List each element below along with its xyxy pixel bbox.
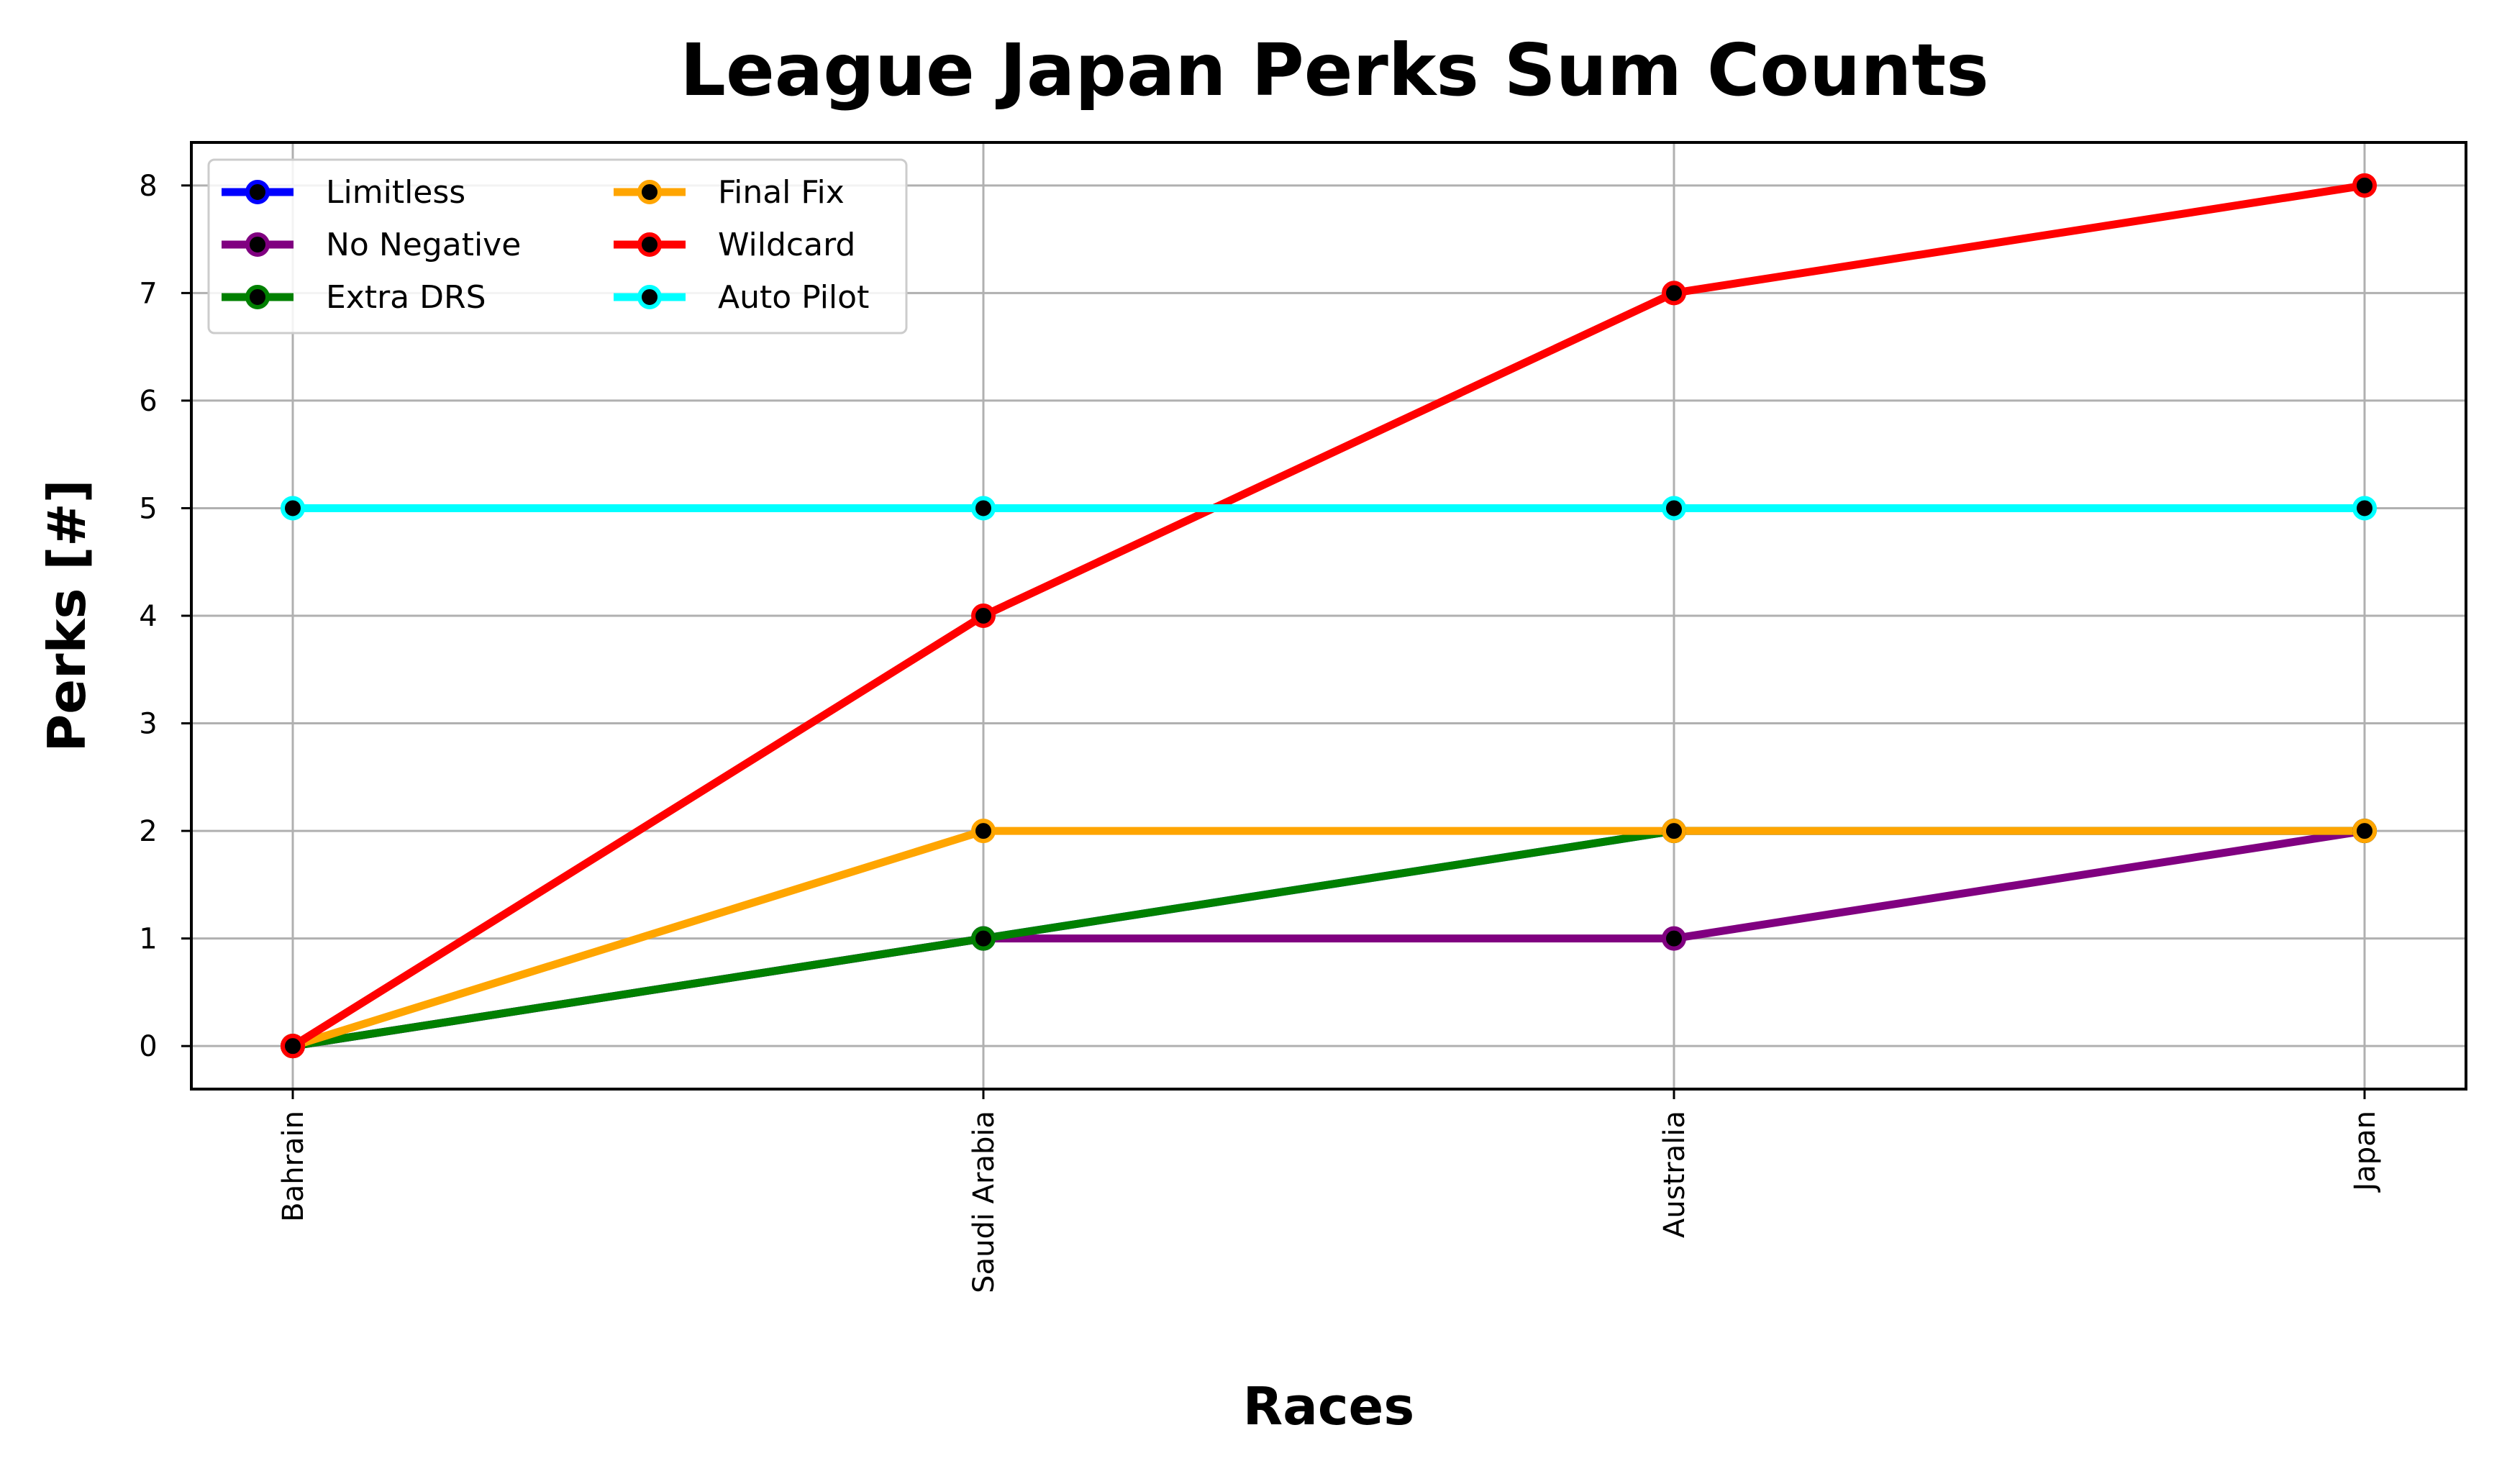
legend-label: Auto Pilot: [718, 279, 869, 316]
y-tick-label: 3: [139, 708, 157, 741]
series-markers: [281, 173, 2377, 1059]
y-tick-label: 8: [139, 170, 157, 203]
legend-label: Extra DRS: [326, 279, 486, 316]
legend: Limitless No Negative Extra DRS Final Fix Wi…: [207, 158, 908, 334]
legend-marker: [637, 285, 662, 309]
legend-item: Extra DRS: [222, 279, 486, 316]
series-line-wildcard: [291, 181, 2365, 1050]
legend-label: No Negative: [326, 227, 521, 263]
legend-marker: [637, 232, 662, 257]
data-point-auto-pilot: [971, 496, 996, 521]
y-tick-label: 5: [139, 492, 157, 525]
data-point-final-fix: [971, 819, 996, 844]
data-point-auto-pilot: [2352, 496, 2377, 521]
y-axis-label: Perks [#]: [37, 479, 97, 752]
data-point-wildcard: [281, 1034, 305, 1059]
legend-item: Limitless: [222, 174, 465, 211]
legend-marker: [245, 232, 270, 257]
x-tick-label: Japan: [2349, 1111, 2382, 1193]
y-tick-label: 7: [139, 277, 157, 310]
legend-item: Wildcard: [614, 227, 855, 263]
legend-item: Auto Pilot: [614, 279, 869, 316]
chart-title: League Japan Perks Sum Counts: [680, 28, 1988, 112]
legend-box: [207, 158, 908, 334]
data-point-wildcard: [1662, 281, 1686, 306]
data-point-final-fix: [1662, 819, 1686, 844]
data-point-wildcard: [2352, 173, 2377, 198]
legend-marker: [245, 180, 270, 204]
y-tick-label: 2: [139, 815, 157, 848]
x-axis-label: Races: [1243, 1376, 1414, 1437]
series-line-final-fix: [291, 827, 2365, 1050]
y-tick-label: 0: [139, 1030, 157, 1063]
data-point-no-negative: [1662, 926, 1686, 951]
series-lines: [291, 181, 2365, 1050]
legend-label: Wildcard: [718, 227, 855, 263]
legend-marker: [637, 180, 662, 204]
y-tick-label: 4: [139, 600, 157, 633]
y-tick-label: 6: [139, 385, 157, 418]
data-point-extra-drs: [971, 926, 996, 951]
legend-label: Final Fix: [718, 174, 845, 211]
legend-item: No Negative: [222, 227, 521, 263]
data-point-final-fix: [2352, 819, 2377, 844]
legend-item: Final Fix: [614, 174, 845, 211]
x-tick-label: Australia: [1658, 1111, 1691, 1238]
data-point-auto-pilot: [281, 496, 305, 521]
axis-ticks: 0 1 2 3 4 5 6 7 8 Bahrain Saudi Arabia Australia Jap…: [139, 170, 2382, 1293]
legend-marker: [245, 285, 270, 309]
x-tick-label: Bahrain: [277, 1111, 310, 1222]
data-point-wildcard: [971, 604, 996, 628]
x-tick-label: Saudi Arabia: [968, 1111, 1001, 1293]
y-tick-label: 1: [139, 923, 157, 956]
data-point-auto-pilot: [1662, 496, 1686, 521]
legend-label: Limitless: [326, 174, 465, 211]
